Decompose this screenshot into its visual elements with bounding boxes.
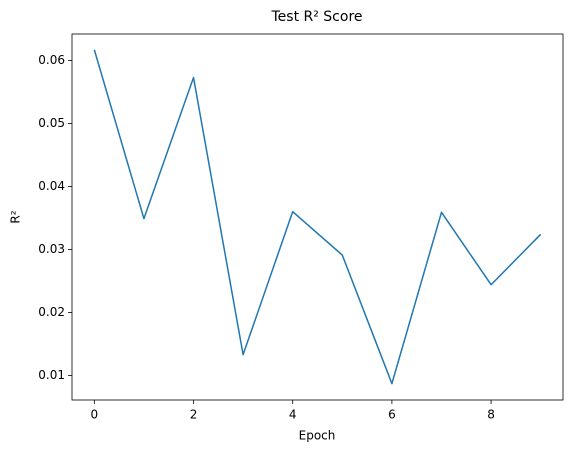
- y-tick-label: 0.06: [38, 53, 65, 67]
- x-tick-label: 8: [487, 408, 495, 422]
- y-tick-label: 0.02: [38, 305, 65, 319]
- x-tick-label: 4: [289, 408, 297, 422]
- x-axis-label: Epoch: [299, 429, 336, 443]
- y-tick-label: 0.01: [38, 368, 65, 382]
- y-tick-label: 0.03: [38, 242, 65, 256]
- chart-title: Test R² Score: [270, 9, 362, 25]
- x-tick-label: 0: [90, 408, 98, 422]
- y-tick-label: 0.04: [38, 179, 65, 193]
- y-tick-label: 0.05: [38, 116, 65, 130]
- x-tick-label: 6: [388, 408, 396, 422]
- y-axis-label: R²: [9, 210, 23, 223]
- data-line: [93, 49, 542, 385]
- x-tick-label: 2: [190, 408, 198, 422]
- plot-frame: [71, 33, 564, 401]
